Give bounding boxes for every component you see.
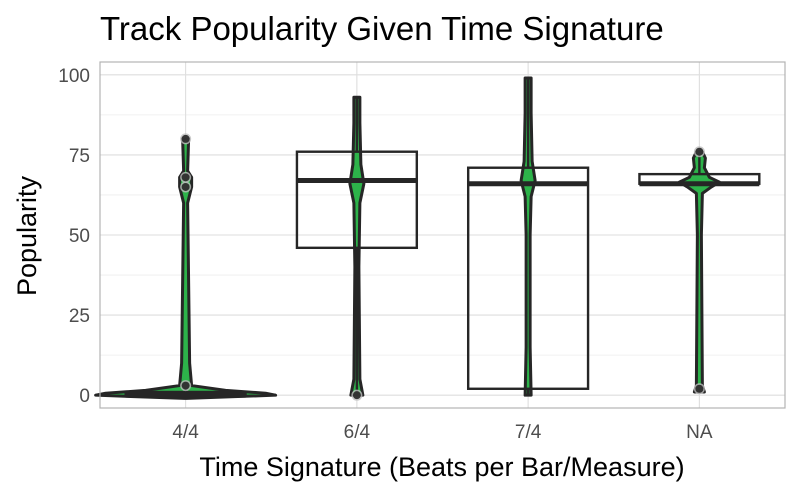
y-tick-label: 75: [69, 146, 90, 167]
grid-lines: [100, 62, 785, 408]
y-tick-label: 50: [69, 226, 90, 247]
x-tick-label: NA: [686, 422, 713, 443]
violin-shape: [677, 150, 721, 394]
y-tick-label: 100: [58, 66, 90, 87]
chart-marks: [94, 76, 761, 401]
x-axis-title: Time Signature (Beats per Bar/Measure): [199, 452, 684, 482]
outlier-point: [181, 173, 190, 182]
x-tick-label: 7/4: [515, 422, 542, 443]
y-axis-title: Popularity: [12, 175, 42, 296]
outlier-point: [181, 182, 190, 191]
y-tick-label: 25: [69, 306, 90, 327]
outlier-point: [181, 134, 190, 143]
outlier-point: [352, 391, 361, 400]
outlier-point: [181, 381, 190, 390]
outlier-point: [695, 147, 704, 156]
outlier-point: [695, 384, 704, 393]
chart-title: Track Popularity Given Time Signature: [100, 10, 664, 47]
tick-labels: 0 25 50 75 100 4/4 6/4 7/4 NA: [58, 66, 713, 443]
x-tick-label: 4/4: [172, 422, 199, 443]
x-tick-label: 6/4: [344, 422, 371, 443]
y-tick-label: 0: [79, 386, 90, 407]
violin-shape: [519, 76, 537, 397]
violin-shape: [348, 95, 366, 397]
panel-border: [99, 61, 786, 409]
